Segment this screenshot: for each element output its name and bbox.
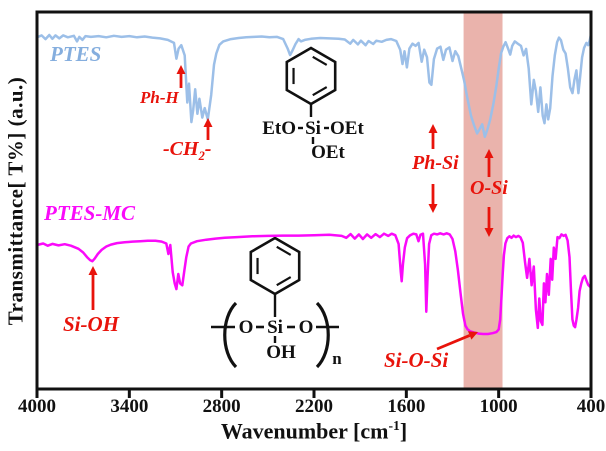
polymer-oh-label: OH: [266, 342, 296, 363]
polymer-repeat-subscript: n: [332, 349, 342, 368]
polymer-o-right-label: O: [299, 317, 314, 338]
annotation-run: -: [204, 138, 212, 160]
x-tick-label-3400: 3400: [110, 396, 149, 417]
peak-annotation-o-si: O-Si: [470, 178, 508, 199]
y-axis-title: Transmittance[ T%] (a.u.): [3, 76, 28, 326]
x-tick-label-1600: 1600: [387, 396, 426, 417]
plot-frame: [35, 10, 593, 391]
x-axis-title-run: ]: [399, 418, 408, 444]
annotation-run: -CH: [163, 138, 199, 160]
x-tick-label-1000: 1000: [479, 396, 518, 417]
peak-annotation-ph-h: Ph-H: [140, 89, 179, 107]
x-axis-title: Wavenumber [cm-1]: [221, 418, 407, 444]
x-tick-label-4000: 4000: [18, 396, 56, 417]
polymer-double-bond: [276, 276, 292, 287]
peak-annotation-ch2: -CH2-: [163, 139, 211, 163]
annotation-arrow-ph-si-1-head: [428, 204, 438, 213]
monomer-double-bond: [312, 55, 328, 66]
annotation-run: Ph-Si: [412, 152, 459, 174]
peak-annotation-si-o-si: Si-O-Si: [384, 349, 448, 371]
highlight-band: [463, 13, 503, 388]
polymer-right-bracket: [315, 301, 330, 369]
monomer-oet-right-label: OEt: [330, 118, 364, 139]
annotation-arrow-o-si-1-head: [484, 228, 494, 237]
x-axis-title-run: -1: [388, 418, 400, 433]
spectrum-trace-ptes: [35, 32, 593, 139]
peak-annotation-ph-si: Ph-Si: [412, 153, 459, 174]
annotation-run: Si-O-Si: [384, 348, 449, 372]
x-tick-label-2800: 2800: [202, 396, 241, 417]
annotation-run: Ph-H: [140, 88, 179, 107]
annotation-arrow-si-o-si-0-head: [467, 331, 478, 340]
annotation-run: Si-OH: [63, 312, 120, 336]
monomer-eto-left-label: EtO: [262, 118, 296, 139]
monomer-si-label: Si: [305, 118, 321, 139]
series-label-ptes: PTES: [50, 42, 102, 66]
monomer-oet-bottom-label: OEt: [311, 142, 345, 163]
annotation-arrow-ph-h-0-head: [176, 65, 186, 74]
annotation-arrow-si-oh-0-head: [88, 266, 98, 275]
polymer-si-label: Si: [267, 317, 283, 338]
annotation-run: 2: [198, 149, 205, 163]
peak-annotation-si-oh: Si-OH: [63, 313, 119, 335]
annotation-arrow-o-si-0-head: [484, 149, 494, 158]
annotation-arrow-si-o-si-0-shaft: [436, 334, 471, 351]
monomer-double-bond: [312, 86, 328, 97]
annotation-run: O-Si: [470, 177, 508, 199]
polymer-o-left-label: O: [239, 317, 254, 338]
spectrum-trace-ptes-mc: [35, 232, 592, 336]
x-axis-title-run: Wavenumber [cm: [220, 418, 389, 444]
annotation-arrow-ch2-0-head: [203, 118, 213, 127]
polymer-double-bond: [276, 245, 292, 256]
polymer-left-bracket: [223, 301, 238, 369]
x-tick-label-2200: 2200: [295, 396, 333, 417]
series-label-ptes-mc: PTES-MC: [44, 201, 136, 225]
annotation-arrow-ph-si-0-head: [428, 124, 438, 133]
x-tick-label-400: 400: [576, 396, 606, 417]
